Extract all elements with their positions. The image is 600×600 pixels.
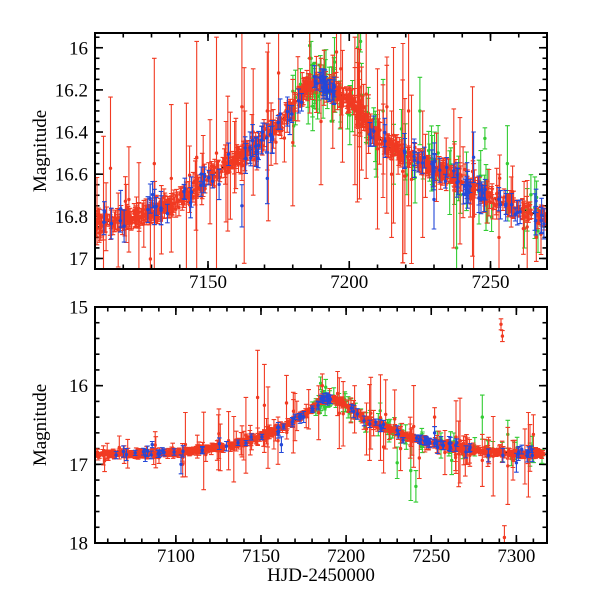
blue-series-points <box>101 65 546 243</box>
x-tick-label: 7150 <box>189 272 227 293</box>
y-tick-label: 17 <box>69 455 88 476</box>
y-tick-label: 16.6 <box>55 165 88 186</box>
top-panel: 7150 7200 7250 16 16.2 16.4 16.6 16.8 17 Magnitud… <box>30 32 548 293</box>
x-tick-label: 7300 <box>497 546 535 567</box>
y-tick-label: 16 <box>69 376 88 397</box>
x-tick-label: 7150 <box>242 546 280 567</box>
blue-series-points <box>113 392 535 475</box>
y-tick-label: 16.8 <box>55 207 88 228</box>
x-axis-title: HJD-2450000 <box>267 565 375 586</box>
x-tick-label: 7250 <box>412 546 450 567</box>
panel-frame <box>94 306 548 544</box>
axis-ticks <box>95 307 547 543</box>
y-tick-label: 18 <box>69 534 88 555</box>
y-tick-label: 16.2 <box>55 80 88 101</box>
panel-frame <box>94 32 548 270</box>
red-series-points <box>96 318 546 542</box>
y-axis-title: Magnitude <box>30 110 51 192</box>
y-tick-label: 15 <box>69 298 88 319</box>
y-axis-title: Magnitude <box>30 384 51 466</box>
bottom-panel: 7100 7150 7200 7250 7300 15 16 17 18 Magnitude HJD… <box>30 298 548 586</box>
x-tick-label: 7200 <box>327 546 365 567</box>
y-tick-label: 16.4 <box>55 123 89 144</box>
y-tick-label: 17 <box>69 249 88 270</box>
x-tick-label: 7200 <box>330 272 368 293</box>
y-tick-label: 16 <box>69 38 88 59</box>
x-tick-label: 7250 <box>472 272 510 293</box>
x-tick-label: 7100 <box>157 546 195 567</box>
